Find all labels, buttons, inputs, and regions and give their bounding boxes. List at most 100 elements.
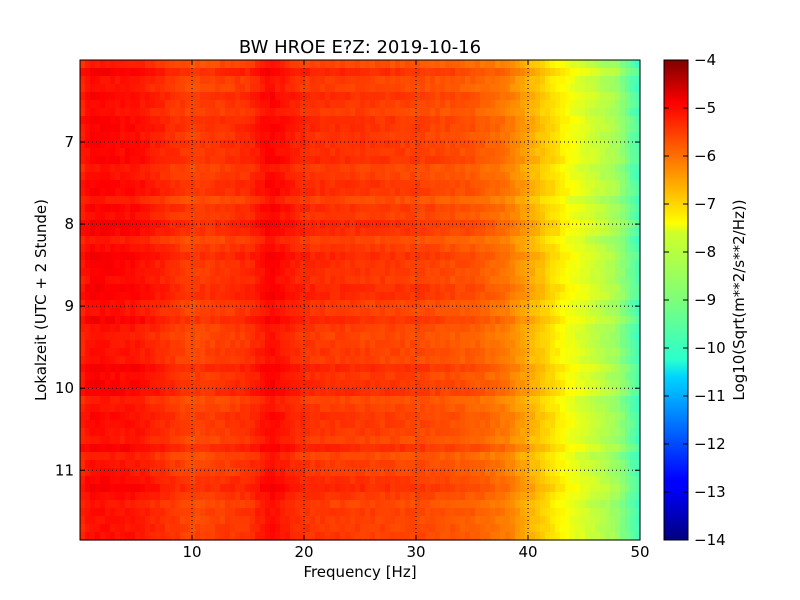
heatmap-cell <box>555 396 561 405</box>
heatmap-cell <box>550 212 556 221</box>
heatmap-cell <box>235 204 241 213</box>
heatmap-cell <box>620 252 626 261</box>
heatmap-cell <box>630 76 636 85</box>
heatmap-cell <box>225 356 231 365</box>
heatmap-cell <box>180 188 186 197</box>
heatmap-cell <box>595 292 601 301</box>
heatmap-cell <box>180 100 186 109</box>
heatmap-cell <box>250 140 256 149</box>
heatmap-cell <box>500 356 506 365</box>
heatmap-cell <box>130 188 136 197</box>
heatmap-cell <box>220 172 226 181</box>
heatmap-cell <box>185 60 191 69</box>
heatmap-cell <box>550 324 556 333</box>
heatmap-cell <box>595 404 601 413</box>
heatmap-cell <box>455 196 461 205</box>
heatmap-cell <box>540 300 546 309</box>
heatmap-cell <box>515 172 521 181</box>
heatmap-cell <box>335 164 341 173</box>
heatmap-cell <box>225 196 231 205</box>
heatmap-cell <box>305 60 311 69</box>
heatmap-cell <box>165 116 171 125</box>
heatmap-cell <box>395 396 401 405</box>
heatmap-cell <box>220 388 226 397</box>
heatmap-cell <box>230 172 236 181</box>
heatmap-cell <box>365 260 371 269</box>
heatmap-cell <box>570 108 576 117</box>
heatmap-cell <box>575 252 581 261</box>
heatmap-cell <box>355 244 361 253</box>
heatmap-cell <box>385 116 391 125</box>
heatmap-cell <box>410 340 416 349</box>
heatmap-cell <box>255 332 261 341</box>
heatmap-cell <box>465 380 471 389</box>
heatmap-cell <box>595 396 601 405</box>
heatmap-cell <box>410 396 416 405</box>
heatmap-cell <box>515 316 521 325</box>
heatmap-cell <box>150 332 156 341</box>
heatmap-cell <box>360 340 366 349</box>
heatmap-cell <box>470 380 476 389</box>
heatmap-cell <box>455 308 461 317</box>
heatmap-cell <box>205 212 211 221</box>
heatmap-cell <box>95 60 101 69</box>
heatmap-cell <box>85 156 91 165</box>
heatmap-cell <box>430 324 436 333</box>
heatmap-cell <box>340 252 346 261</box>
heatmap-cell <box>175 92 181 101</box>
heatmap-cell <box>575 356 581 365</box>
heatmap-cell <box>310 148 316 157</box>
heatmap-cell <box>155 284 161 293</box>
heatmap-cell <box>610 276 616 285</box>
heatmap-cell <box>120 284 126 293</box>
heatmap-cell <box>140 236 146 245</box>
heatmap-cell <box>595 324 601 333</box>
heatmap-cell <box>545 316 551 325</box>
heatmap-cell <box>195 356 201 365</box>
heatmap-cell <box>430 356 436 365</box>
heatmap-cell <box>350 68 356 77</box>
heatmap-cell <box>410 148 416 157</box>
heatmap-cell <box>435 276 441 285</box>
heatmap-cell <box>520 204 526 213</box>
heatmap-cell <box>365 76 371 85</box>
heatmap-cell <box>385 348 391 357</box>
heatmap-cell <box>630 124 636 133</box>
heatmap-cell <box>350 340 356 349</box>
heatmap-cell <box>305 252 311 261</box>
heatmap-cell <box>125 388 131 397</box>
heatmap-cell <box>280 244 286 253</box>
heatmap-cell <box>160 332 166 341</box>
heatmap-cell <box>200 76 206 85</box>
heatmap-cell <box>360 364 366 373</box>
heatmap-cell <box>225 108 231 117</box>
heatmap-cell <box>95 340 101 349</box>
heatmap-cell <box>215 284 221 293</box>
heatmap-cell <box>145 284 151 293</box>
heatmap-cell <box>205 228 211 237</box>
heatmap-cell <box>315 364 321 373</box>
heatmap-cell <box>235 60 241 69</box>
heatmap-cell <box>555 308 561 317</box>
heatmap-cell <box>440 204 446 213</box>
heatmap-cell <box>555 84 561 93</box>
heatmap-cell <box>470 164 476 173</box>
heatmap-cell <box>610 324 616 333</box>
heatmap-cell <box>565 212 571 221</box>
heatmap-cell <box>275 172 281 181</box>
heatmap-cell <box>290 76 296 85</box>
heatmap-cell <box>310 364 316 373</box>
heatmap-cell <box>105 60 111 69</box>
heatmap-cell <box>330 204 336 213</box>
heatmap-cell <box>415 308 421 317</box>
heatmap-cell <box>365 212 371 221</box>
heatmap-cell <box>305 412 311 421</box>
heatmap-cell <box>485 388 491 397</box>
heatmap-cell <box>365 252 371 261</box>
heatmap-cell <box>400 228 406 237</box>
heatmap-cell <box>180 348 186 357</box>
heatmap-cell <box>635 124 641 133</box>
heatmap-cell <box>100 308 106 317</box>
heatmap-cell <box>430 84 436 93</box>
heatmap-cell <box>160 252 166 261</box>
